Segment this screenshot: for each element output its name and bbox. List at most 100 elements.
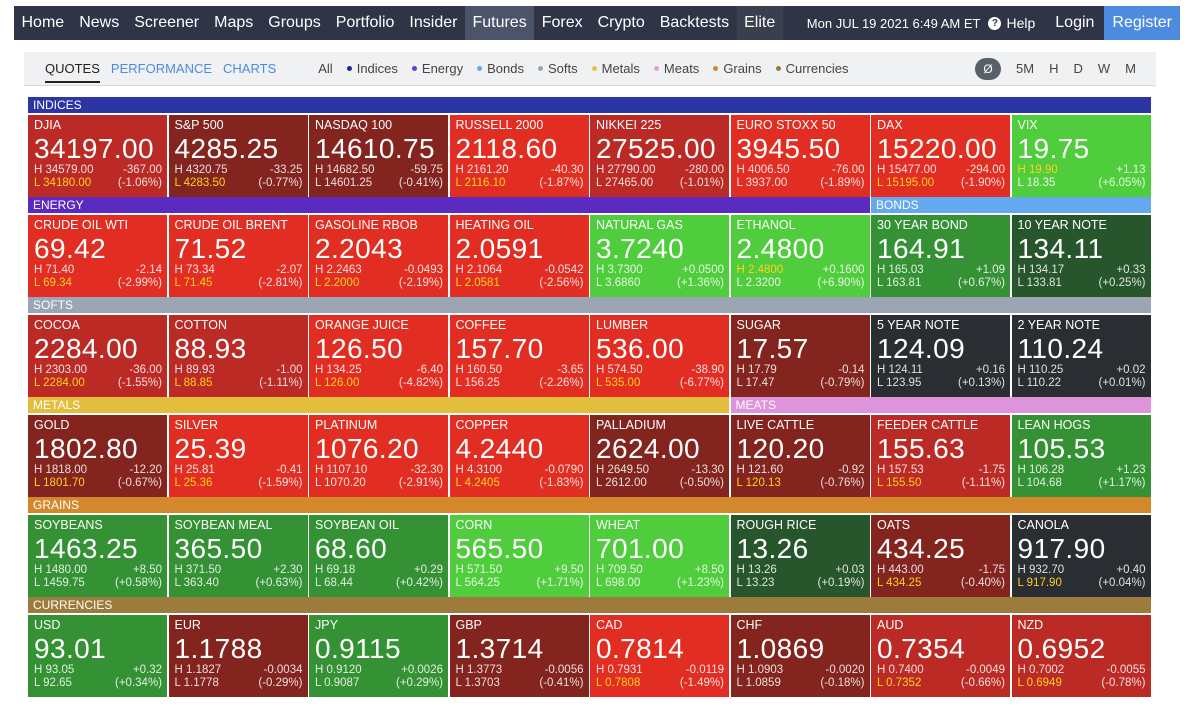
tile-lean-hogs[interactable]: LEAN HOGS 105.53 H 106.28 +1.23 L 104.68 (+1.… bbox=[1011, 415, 1151, 497]
filter-indices[interactable]: Indices bbox=[346, 61, 398, 76]
filter-grains[interactable]: Grains bbox=[713, 61, 762, 76]
tab-quotes[interactable]: QUOTES bbox=[45, 61, 100, 83]
tile-jpy[interactable]: JPY 0.9115 H 0.9120 +0.0026 L 0.9087 (+0.29%) bbox=[309, 615, 448, 697]
tile-lumber[interactable]: LUMBER 536.00 H 574.50 -38.90 L 535.00 (-6.77… bbox=[590, 315, 729, 397]
nav-crypto[interactable]: Crypto bbox=[597, 14, 645, 31]
period-d[interactable]: D bbox=[1073, 61, 1083, 76]
login-link[interactable]: Login bbox=[1055, 14, 1095, 31]
tile-euro-stoxx-50[interactable]: EURO STOXX 50 3945.50 H 4006.50 -76.00 L 393… bbox=[730, 115, 870, 197]
nav-elite[interactable]: Elite bbox=[736, 6, 783, 40]
tile-cad[interactable]: CAD 0.7814 H 0.7931 -0.0119 L 0.7808 (-1.49%) bbox=[590, 615, 729, 697]
tile-soybeans[interactable]: SOYBEANS 1463.25 H 1480.00 +8.50 L 1459.75 (+… bbox=[28, 515, 167, 597]
period-none[interactable]: Ø bbox=[975, 57, 1002, 80]
tab-charts[interactable]: CHARTS bbox=[223, 61, 277, 76]
tile-10-year-note[interactable]: 10 YEAR NOTE 134.11 H 134.17 +0.33 L 133.81 (… bbox=[1011, 215, 1151, 297]
tile-high-row: H 3.7300 +0.0500 bbox=[596, 264, 724, 277]
tile-oats[interactable]: OATS 434.25 H 443.00 -1.75 L 434.25 (-0.40%) bbox=[871, 515, 1010, 597]
tile-change: +0.02 bbox=[1116, 364, 1146, 376]
tile-price: 155.63 bbox=[877, 433, 966, 464]
tile-name: NATURAL GAS bbox=[596, 218, 683, 232]
tile-soybean-meal[interactable]: SOYBEAN MEAL 365.50 H 371.50 +2.30 L 363.40 (… bbox=[168, 515, 308, 597]
tile-soybean-oil[interactable]: SOYBEAN OIL 68.60 H 69.18 +0.29 L 68.44 (+0.4… bbox=[309, 515, 448, 597]
tile-s-p-500[interactable]: S&P 500 4285.25 H 4320.75 -33.25 L 4283.50 (-… bbox=[168, 115, 308, 197]
filter-metals[interactable]: Metals bbox=[591, 61, 640, 76]
tile-platinum[interactable]: PLATINUM 1076.20 H 1107.10 -32.30 L 1070.20 (… bbox=[309, 415, 448, 497]
tile-chf[interactable]: CHF 1.0869 H 1.0903 -0.0020 L 1.0859 (-0.18%) bbox=[730, 615, 870, 697]
tile-corn[interactable]: CORN 565.50 H 571.50 +9.50 L 564.25 (+1.71%) bbox=[449, 515, 589, 597]
tile-2-year-note[interactable]: 2 YEAR NOTE 110.24 H 110.25 +0.02 L 110.22 (+… bbox=[1011, 315, 1151, 397]
filter-all[interactable]: All bbox=[318, 61, 332, 76]
tile-crude-oil-brent[interactable]: CRUDE OIL BRENT 71.52 H 73.34 -2.07 L 71.45 (… bbox=[168, 215, 308, 297]
period-w[interactable]: W bbox=[1097, 61, 1111, 76]
tile-russell-2000[interactable]: RUSSELL 2000 2118.60 H 2161.20 -40.30 L 2116… bbox=[449, 115, 589, 197]
tile-palladium[interactable]: PALLADIUM 2624.00 H 2649.50 -13.30 L 2612.00… bbox=[590, 415, 729, 497]
tile-high: H 932.70 bbox=[1017, 564, 1065, 576]
tile-feeder-cattle[interactable]: FEEDER CATTLE 155.63 H 157.53 -1.75 L 155.50… bbox=[871, 415, 1010, 497]
nav-backtests[interactable]: Backtests bbox=[659, 14, 730, 31]
tile-orange-juice[interactable]: ORANGE JUICE 126.50 H 134.25 -6.40 L 126.00 (… bbox=[309, 315, 448, 397]
nav-maps[interactable]: Maps bbox=[214, 14, 254, 31]
tile-low: L 25.36 bbox=[174, 477, 213, 489]
tile-live-cattle[interactable]: LIVE CATTLE 120.20 H 121.60 -0.92 L 120.13 (-… bbox=[730, 415, 870, 497]
filter-softs[interactable]: Softs bbox=[537, 61, 578, 76]
tile-gasoline-rbob[interactable]: GASOLINE RBOB 2.2043 H 2.2463 -0.0493 L 2.20… bbox=[309, 215, 448, 297]
tile-ethanol[interactable]: ETHANOL 2.4800 H 2.4800 +0.1600 L 2.3200 (+6.… bbox=[730, 215, 870, 297]
help-link[interactable]: ? Help bbox=[988, 6, 1045, 40]
tile-low: L 1.1778 bbox=[174, 677, 219, 689]
tile-5-year-note[interactable]: 5 YEAR NOTE 124.09 H 124.11 +0.16 L 123.95 (+… bbox=[871, 315, 1010, 397]
nav-news[interactable]: News bbox=[79, 14, 120, 31]
filter-energy[interactable]: Energy bbox=[411, 61, 463, 76]
tile-crude-oil-wti[interactable]: CRUDE OIL WTI 69.42 H 71.40 -2.14 L 69.34 (-2… bbox=[28, 215, 167, 297]
tile-usd[interactable]: USD 93.01 H 93.05 +0.32 L 92.65 (+0.34%) bbox=[28, 615, 167, 697]
tile-high-row: H 165.03 +1.09 bbox=[877, 264, 1005, 277]
tile-gold[interactable]: GOLD 1802.80 H 1818.00 -12.20 L 1801.70 (-0.6… bbox=[28, 415, 167, 497]
tile-name: PLATINUM bbox=[315, 418, 378, 432]
filter-bonds[interactable]: Bonds bbox=[477, 61, 524, 76]
tile-aud[interactable]: AUD 0.7354 H 0.7400 -0.0049 L 0.7352 (-0.66%) bbox=[871, 615, 1010, 697]
tile-nzd[interactable]: NZD 0.6952 H 0.7002 -0.0055 L 0.6949 (-0.78%) bbox=[1011, 615, 1151, 697]
tile-rough-rice[interactable]: ROUGH RICE 13.26 H 13.26 +0.03 L 13.23 (+0.19… bbox=[730, 515, 870, 597]
tile-low: L 434.25 bbox=[877, 577, 922, 589]
tile-gbp[interactable]: GBP 1.3714 H 1.3773 -0.0056 L 1.3703 (-0.41%) bbox=[449, 615, 589, 697]
tile-silver[interactable]: SILVER 25.39 H 25.81 -0.41 L 25.36 (-1.59%) bbox=[168, 415, 308, 497]
tile-change: -1.00 bbox=[276, 364, 303, 376]
tile-dax[interactable]: DAX 15220.00 H 15477.00 -294.00 L 15195.00 (-… bbox=[871, 115, 1010, 197]
register-button[interactable]: Register bbox=[1104, 6, 1180, 40]
period-m[interactable]: M bbox=[1125, 61, 1136, 76]
nav-groups[interactable]: Groups bbox=[268, 14, 321, 31]
tile-natural-gas[interactable]: NATURAL GAS 3.7240 H 3.7300 +0.0500 L 3.6860… bbox=[590, 215, 729, 297]
tile-high: H 709.50 bbox=[596, 564, 643, 576]
nav-forex[interactable]: Forex bbox=[541, 14, 583, 31]
filter-currencies[interactable]: Currencies bbox=[775, 61, 848, 76]
filter-meats[interactable]: Meats bbox=[653, 61, 699, 76]
nav-portfolio[interactable]: Portfolio bbox=[335, 14, 395, 31]
nav-home[interactable]: Home bbox=[21, 14, 65, 31]
tile-djia[interactable]: DJIA 34197.00 H 34579.00 -367.00 L 34180.00 (… bbox=[28, 115, 167, 197]
tile-nikkei-225[interactable]: NIKKEI 225 27525.00 H 27790.00 -280.00 L 274… bbox=[590, 115, 729, 197]
tab-performance[interactable]: PERFORMANCE bbox=[110, 61, 213, 76]
nav-futures[interactable]: Futures bbox=[464, 6, 535, 40]
tile-high: H 89.93 bbox=[174, 364, 215, 376]
period-5m[interactable]: 5M bbox=[1016, 61, 1035, 76]
nav-screener[interactable]: Screener bbox=[134, 14, 200, 31]
tile-wheat[interactable]: WHEAT 701.00 H 709.50 +8.50 L 698.00 (+1.23%) bbox=[590, 515, 729, 597]
period-h[interactable]: H bbox=[1049, 61, 1059, 76]
tile-high: H 110.25 bbox=[1017, 364, 1064, 376]
tile-cotton[interactable]: COTTON 88.93 H 89.93 -1.00 L 88.85 (-1.11%) bbox=[168, 315, 308, 397]
tile-eur[interactable]: EUR 1.1788 H 1.1827 -0.0034 L 1.1778 (-0.29%) bbox=[168, 615, 308, 697]
tile-high: H 34579.00 bbox=[34, 164, 94, 176]
tile-high: H 160.50 bbox=[455, 364, 503, 376]
tile-copper[interactable]: COPPER 4.2440 H 4.3100 -0.0790 L 4.2405 (-1.8… bbox=[449, 415, 589, 497]
tile-low: L 163.81 bbox=[877, 277, 922, 289]
tile-cocoa[interactable]: COCOA 2284.00 H 2303.00 -36.00 L 2284.00 (-1.… bbox=[28, 315, 167, 397]
filter-dot-icon bbox=[537, 66, 543, 71]
tile-canola[interactable]: CANOLA 917.90 H 932.70 +0.40 L 917.90 (+0.04%… bbox=[1011, 515, 1151, 597]
tile-vix[interactable]: VIX 19.75 H 19.90 +1.13 L 18.35 (+6.05%) bbox=[1011, 115, 1151, 197]
nav-insider[interactable]: Insider bbox=[409, 14, 458, 31]
tile-coffee[interactable]: COFFEE 157.70 H 160.50 -3.65 L 156.25 (-2.26%… bbox=[449, 315, 589, 397]
tile-heating-oil[interactable]: HEATING OIL 2.0591 H 2.1064 -0.0542 L 2.0581… bbox=[449, 215, 589, 297]
tile-30-year-bond[interactable]: 30 YEAR BOND 164.91 H 165.03 +1.09 L 163.81 (… bbox=[871, 215, 1010, 297]
tile-nasdaq-100[interactable]: NASDAQ 100 14610.75 H 14682.50 -59.75 L 1460… bbox=[309, 115, 448, 197]
tile-sugar[interactable]: SUGAR 17.57 H 17.79 -0.14 L 17.47 (-0.79%) bbox=[730, 315, 870, 397]
tile-high-row: H 2.4800 +0.1600 bbox=[737, 264, 865, 277]
